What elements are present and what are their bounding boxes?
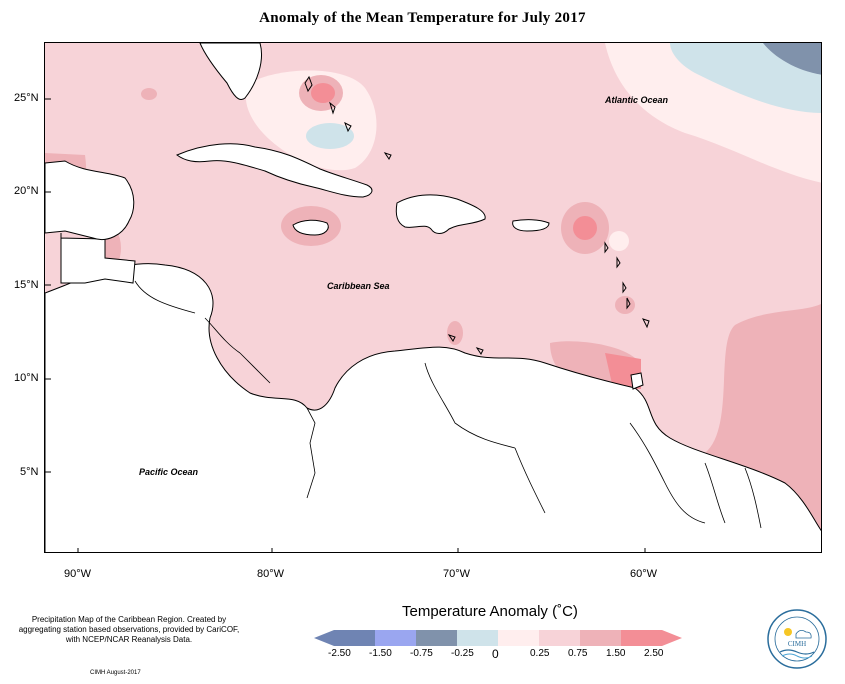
lat-label-25n: 25°N <box>14 92 39 104</box>
bahamas-island <box>304 75 313 93</box>
axis-ticks <box>45 98 646 552</box>
map-footnote: Precipitation Map of the Caribbean Regio… <box>18 615 240 644</box>
legend-arrow-hot <box>662 630 682 646</box>
map-title: Anomaly of the Mean Temperature for July… <box>259 10 586 26</box>
lat-label-15n: 15°N <box>14 279 39 291</box>
legend-swatch-7 <box>580 630 621 646</box>
legend-arrow-cold <box>314 630 334 646</box>
panama-colombia-border <box>306 407 316 499</box>
lon-label-60w: 60°W <box>630 568 658 580</box>
lat-label-10n: 10°N <box>14 372 39 384</box>
suriname-guiana-border <box>744 467 762 529</box>
legend-color-bar <box>314 630 682 646</box>
hot-anomaly-puerto-rico <box>573 216 597 240</box>
legend-swatch-8 <box>621 630 662 646</box>
curacao <box>475 347 484 355</box>
guyana-suriname-border <box>704 462 726 524</box>
lat-label-5n: 5°N <box>20 466 39 478</box>
aruba <box>447 334 456 342</box>
trinidad <box>630 372 644 390</box>
leeward-island-b <box>616 256 621 269</box>
land-masses <box>45 43 821 552</box>
pacific-ocean-label: Pacific Ocean <box>139 467 199 477</box>
small-islands <box>304 75 650 355</box>
legend-swatch-4 <box>457 630 498 646</box>
nicaragua-honduras-border <box>204 317 241 354</box>
cloud-icon <box>795 630 812 639</box>
martinique <box>626 297 631 310</box>
legend-swatch-2 <box>375 630 416 646</box>
neutral-anomaly-leewards <box>609 231 629 251</box>
legend-tick-5: 0 <box>492 647 499 661</box>
legend-tick-6: 0.25 <box>530 648 550 659</box>
guatemala-belize <box>60 233 136 284</box>
logo-text: CIMH <box>788 640 806 648</box>
cool-anomaly-cuba-north <box>306 123 354 149</box>
warm-anomaly-abc-islands <box>447 321 463 345</box>
lat-label-20n: 20°N <box>14 185 39 197</box>
legend-tick-8: 1.50 <box>606 648 626 659</box>
puerto-rico <box>512 219 550 232</box>
warm-anomaly-gulf <box>141 88 157 100</box>
caribbean-sea-label: Caribbean Sea <box>327 281 390 291</box>
bahamas-island-east <box>329 101 336 115</box>
south-central-america <box>45 263 821 552</box>
cold-anomaly-zone <box>763 43 821 75</box>
legend-tick-3: -0.75 <box>410 648 433 659</box>
map-credit: CIMH August-2017 <box>90 670 141 676</box>
legend-tick-7: 0.75 <box>568 648 588 659</box>
colombia-venezuela-border <box>424 362 516 449</box>
country-borders <box>134 280 762 529</box>
nicaragua-costa-rica-border <box>239 352 271 384</box>
lon-label-80w: 80°W <box>257 568 285 580</box>
honduras-border <box>134 280 196 314</box>
cuba <box>176 143 373 198</box>
legend-tick-1: -2.50 <box>328 648 351 659</box>
venezuela-guyana-border <box>629 422 706 524</box>
lon-label-90w: 90°W <box>64 568 92 580</box>
yucatan-peninsula <box>45 160 135 240</box>
cimh-logo: CIMH <box>767 609 827 669</box>
legend-title: Temperature Anomaly (˚C) <box>402 603 578 620</box>
hispaniola <box>395 194 486 234</box>
map-canvas: Atlantic Ocean Caribbean Sea Pacific Oce… <box>45 43 821 552</box>
legend-swatch-5 <box>498 630 539 646</box>
venezuela-brazil-border <box>514 447 546 514</box>
legend-swatch-6 <box>539 630 580 646</box>
turks-caicos <box>344 121 352 133</box>
legend-swatch-3 <box>416 630 457 646</box>
legend-swatch-1 <box>334 630 375 646</box>
inagua <box>383 152 392 160</box>
legend-tick-4: -0.25 <box>451 648 474 659</box>
warm-anomaly-windwards <box>615 296 635 314</box>
hot-anomaly-bahamas <box>311 83 335 103</box>
lon-label-70w: 70°W <box>443 568 471 580</box>
sun-icon <box>784 628 792 636</box>
legend-tick-9: 2.50 <box>644 648 664 659</box>
wave-icon <box>779 649 815 655</box>
atlantic-ocean-label: Atlantic Ocean <box>604 95 669 105</box>
jamaica <box>292 219 329 236</box>
legend-tick-2: -1.50 <box>369 648 392 659</box>
barbados <box>642 318 650 329</box>
temperature-anomaly-map: Atlantic Ocean Caribbean Sea Pacific Oce… <box>44 42 822 553</box>
florida <box>199 43 262 100</box>
leeward-island-a <box>604 241 609 254</box>
dominica <box>622 281 627 294</box>
